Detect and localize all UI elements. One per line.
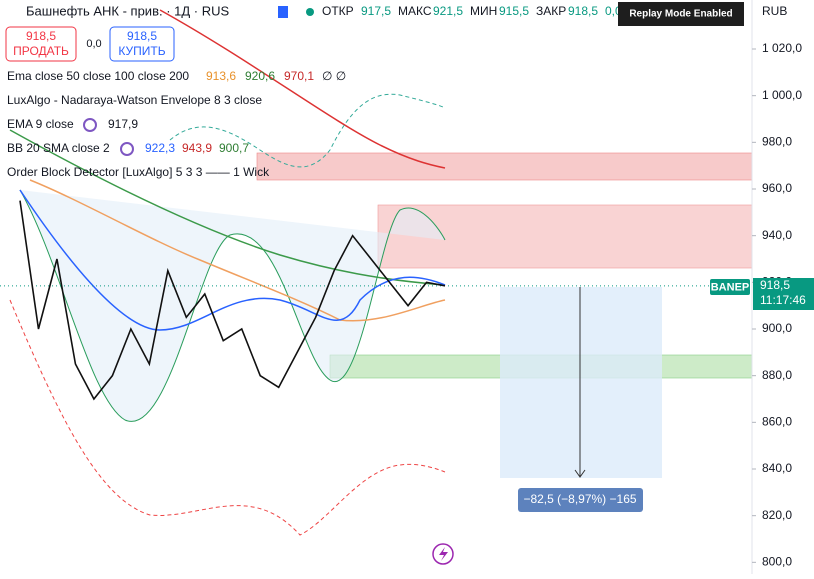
y-tick-label: 1 020,0 xyxy=(762,41,802,55)
y-tick-label: 940,0 xyxy=(762,228,792,242)
legend-value: 913,6 xyxy=(206,69,236,83)
buy-price[interactable]: 918,5 xyxy=(127,29,157,43)
bollinger-band xyxy=(19,189,446,422)
legend-value: 920,6 xyxy=(245,69,275,83)
low-label: МИН xyxy=(470,4,497,18)
spread: 0,0 xyxy=(86,38,101,50)
price-tag-price: 918,5 xyxy=(760,278,790,292)
envelope-lower xyxy=(9,299,446,536)
sell-button[interactable] xyxy=(5,26,77,62)
currency: RUB xyxy=(762,4,787,18)
envelope-upper xyxy=(169,93,446,168)
buy-button[interactable] xyxy=(109,26,175,62)
flag-icon xyxy=(278,6,288,18)
legend-extra: ∅ ∅ xyxy=(322,69,346,83)
notice: Replay Mode Enabled xyxy=(629,9,732,20)
y-tick-label: 900,0 xyxy=(762,321,792,335)
legend-name: BB 20 SMA close 2 xyxy=(7,141,110,155)
measure-arrowhead xyxy=(574,469,586,478)
y-tick-label: 800,0 xyxy=(762,555,792,569)
close-label: ЗАКР xyxy=(536,4,566,18)
high: 921,5 xyxy=(433,4,463,18)
y-tick-label: 1 000,0 xyxy=(762,88,802,102)
low: 915,5 xyxy=(499,4,529,18)
price-tag-time: 11:17:46 xyxy=(760,293,806,307)
legend-name: Order Block Detector [LuxAlgo] 5 3 3 —— … xyxy=(7,165,270,179)
order-block xyxy=(256,152,753,181)
legend-value: 922,3 xyxy=(145,141,175,155)
replay-icon xyxy=(439,547,448,561)
legend-value: 900,7 xyxy=(219,141,249,155)
settings-icon[interactable] xyxy=(83,118,97,132)
y-tick-label: 880,0 xyxy=(762,368,792,382)
ticker-badge xyxy=(710,279,750,295)
settings-icon[interactable] xyxy=(120,142,134,156)
ema-100 xyxy=(29,179,446,322)
y-tick-label: 840,0 xyxy=(762,461,792,475)
y-tick-label: 820,0 xyxy=(762,508,792,522)
sell-label[interactable]: ПРОДАТЬ xyxy=(13,44,69,58)
sell-price[interactable]: 918,5 xyxy=(26,29,56,43)
legend-value: 943,9 xyxy=(182,141,212,155)
status-dot xyxy=(306,8,314,16)
price-tag xyxy=(753,278,814,310)
high-label: МАКС xyxy=(398,4,432,18)
y-tick-label: 860,0 xyxy=(762,415,792,429)
notice-box xyxy=(618,2,744,26)
legend-value: 917,9 xyxy=(108,117,138,131)
close: 918,5 xyxy=(568,4,598,18)
measure-area xyxy=(500,287,662,478)
price-line xyxy=(19,200,446,401)
legend-name: LuxAlgo - Nadaraya-Watson Envelope 8 3 c… xyxy=(7,93,262,107)
legend-value: 970,1 xyxy=(284,69,314,83)
ema-50 xyxy=(9,129,446,286)
y-tick-label: 980,0 xyxy=(762,135,792,149)
open-label: ОТКР xyxy=(322,4,354,18)
legend-name: Ema close 50 close 100 close 200 xyxy=(7,69,189,83)
buy-label[interactable]: КУПИТЬ xyxy=(118,44,165,58)
open: 917,5 xyxy=(361,4,391,18)
bb-basis xyxy=(19,189,446,331)
ticker: BANEP xyxy=(711,281,750,293)
symbol: Башнефть АНК - прив. · 1Д · RUS xyxy=(26,3,229,18)
plot xyxy=(0,200,752,401)
measure-label-box xyxy=(518,488,643,512)
legend-name: EMA 9 close xyxy=(7,117,74,131)
ema-200 xyxy=(159,9,446,169)
y-tick-label: 960,0 xyxy=(762,181,792,195)
measure-label: −82,5 (−8,97%) −165 xyxy=(523,492,636,506)
